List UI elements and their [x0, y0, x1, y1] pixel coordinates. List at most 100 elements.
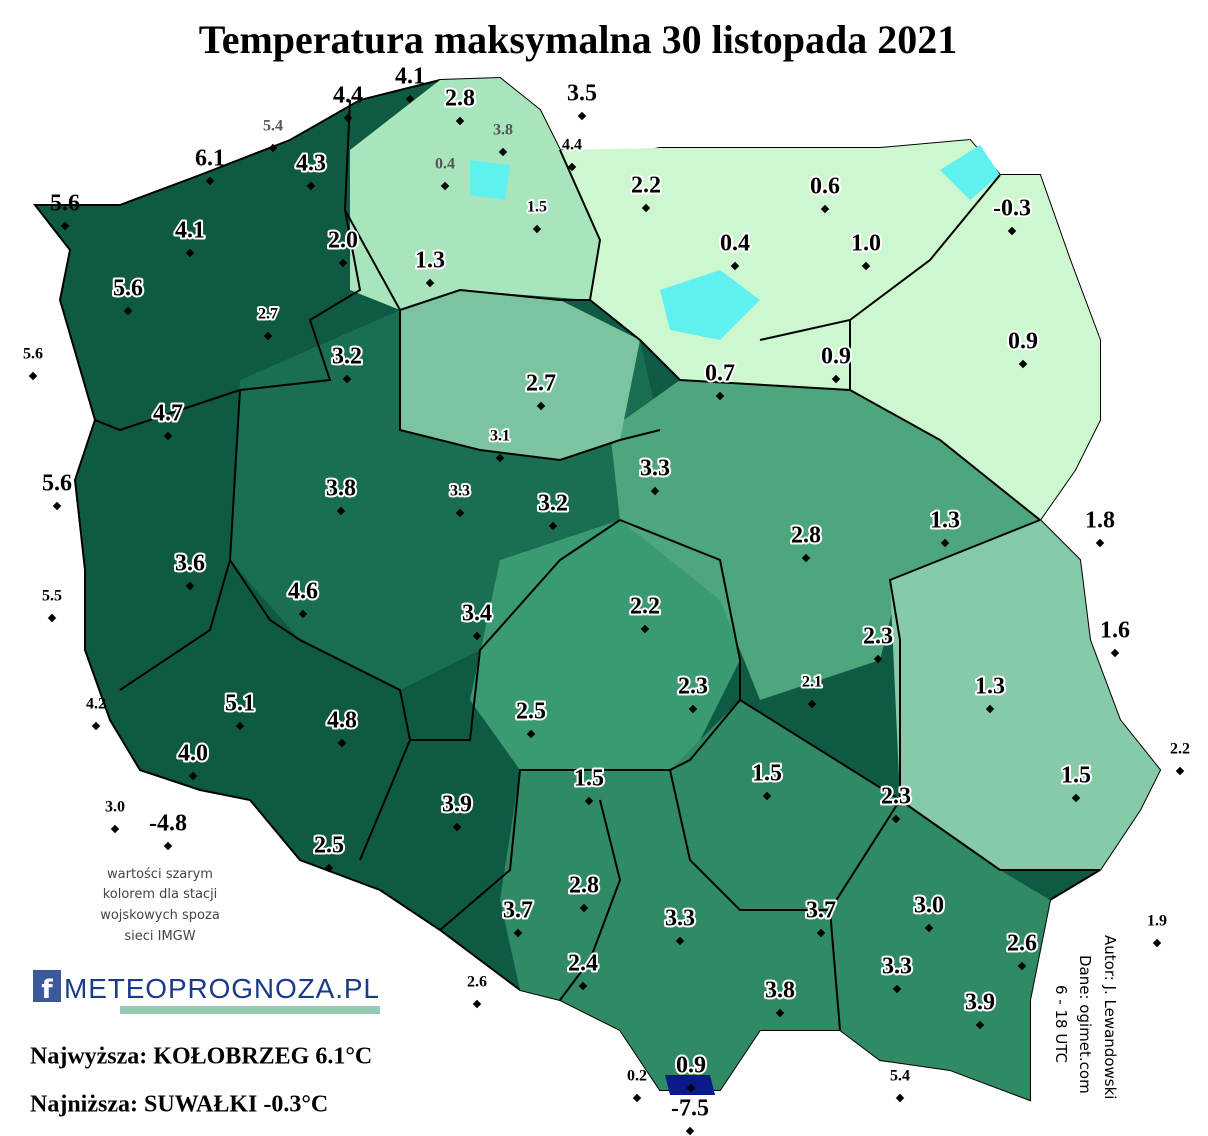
station-value: 3.3	[882, 954, 912, 980]
facebook-f: f	[41, 975, 53, 1005]
station-value: 3.5	[567, 81, 597, 107]
station-marker	[892, 984, 902, 994]
station-value: 3.1	[490, 428, 510, 445]
station-value: 0.9	[821, 344, 851, 370]
station-value: 3.4	[462, 601, 492, 627]
station-marker	[685, 1126, 695, 1136]
station-value: 4.7	[153, 401, 183, 427]
station-value: 4.2	[86, 696, 106, 713]
station-value: 3.9	[965, 990, 995, 1016]
station-value: 1.3	[975, 674, 1005, 700]
country	[32, 76, 1162, 1102]
note-line: sieci IMGW	[124, 929, 195, 944]
station-marker	[495, 453, 505, 463]
station-value: 4.8	[327, 708, 357, 734]
lowest: Najniższa: SUWAŁKI -0.3°C	[30, 1092, 328, 1118]
station-marker	[123, 306, 133, 316]
station-value: 2.7	[258, 306, 278, 323]
station-marker	[440, 181, 450, 191]
station-value: 3.8	[493, 122, 513, 139]
station-value: 3.7	[503, 898, 533, 924]
station-marker	[715, 391, 725, 401]
station-value: 5.5	[42, 588, 62, 605]
station-value: 5.6	[113, 276, 143, 302]
station-value: 2.5	[516, 699, 546, 725]
station-value: 1.8	[1085, 508, 1115, 534]
station-marker	[298, 609, 308, 619]
station-marker	[1110, 648, 1120, 658]
station-marker	[455, 508, 465, 518]
highest: Najwyższa: KOŁOBRZEG 6.1°C	[30, 1044, 372, 1070]
station-value: 3.0	[914, 893, 944, 919]
station-marker	[52, 501, 62, 511]
station-marker	[338, 258, 348, 268]
station-value: 4.4	[333, 83, 363, 109]
station-marker	[762, 791, 772, 801]
station-value: 3.7	[806, 898, 836, 924]
station-value: 0.4	[720, 231, 750, 257]
station-marker	[650, 486, 660, 496]
station-marker	[578, 981, 588, 991]
station-marker	[1018, 359, 1028, 369]
station-value: 4.6	[288, 579, 318, 605]
credit: 6 - 18 UTC	[1052, 985, 1070, 1063]
station-marker	[163, 431, 173, 441]
station-marker	[730, 261, 740, 271]
station-value: 5.4	[890, 1068, 910, 1085]
station-marker	[513, 928, 523, 938]
station-marker	[498, 147, 508, 157]
station-marker	[1017, 961, 1027, 971]
station-value: 0.6	[810, 174, 840, 200]
station-marker	[268, 143, 278, 153]
logo: f METEOPROGNOZA.PL	[33, 970, 380, 1014]
station-value: 5.4	[263, 118, 283, 135]
station-value: 2.0	[328, 228, 358, 254]
station-marker	[675, 936, 685, 946]
station-value: 5.6	[23, 346, 43, 363]
station-value: 2.4	[568, 951, 598, 977]
credit: Autor: J. Lewandowski	[1101, 935, 1119, 1099]
title: Temperatura maksymalna 30 listopada 2021	[199, 17, 958, 62]
station-marker	[60, 221, 70, 231]
station-value: 0.7	[705, 361, 735, 387]
station-marker	[324, 863, 334, 873]
station-marker	[1175, 766, 1185, 776]
station-marker	[985, 704, 995, 714]
station-value: -0.3	[993, 196, 1031, 222]
station-value: -4.8	[149, 811, 187, 837]
station-marker	[425, 278, 435, 288]
credits: Autor: J. Lewandowski Dane: ogimet.com 6…	[1052, 935, 1119, 1099]
station-value: 1.6	[1100, 618, 1130, 644]
station-value: 4.4	[562, 137, 582, 154]
station-value: 5.6	[42, 471, 72, 497]
station-value: 5.6	[50, 191, 80, 217]
station-value: 0.9	[676, 1053, 706, 1079]
station-marker	[455, 116, 465, 126]
station-value: 2.6	[1007, 931, 1037, 957]
station-value: 2.1	[802, 674, 822, 691]
station-marker	[1071, 793, 1081, 803]
station-value: 0.2	[627, 1068, 647, 1085]
station-value: 2.3	[678, 674, 708, 700]
station-marker	[336, 506, 346, 516]
station-marker	[640, 624, 650, 634]
station-marker	[816, 928, 826, 938]
station-marker	[405, 94, 415, 104]
logo-text: METEOPROGNOZA.PL	[64, 973, 379, 1004]
station-value: 4.1	[395, 64, 425, 90]
station-value: 1.5	[752, 761, 782, 787]
station-value: 2.8	[445, 86, 475, 112]
station-value: 2.5	[314, 833, 344, 859]
station-value: 4.3	[296, 151, 326, 177]
note-line: wojskowych spoza	[100, 908, 220, 923]
note: wartości szarym kolorem dla stacji wojsk…	[100, 867, 220, 944]
facebook-icon	[33, 970, 61, 1002]
station-marker	[1095, 538, 1105, 548]
station-value: 2.3	[881, 784, 911, 810]
station-value: 0.4	[435, 156, 455, 173]
station-marker	[1152, 938, 1162, 948]
station-value: 2.8	[791, 523, 821, 549]
station-marker	[306, 181, 316, 191]
station-marker	[536, 401, 546, 411]
